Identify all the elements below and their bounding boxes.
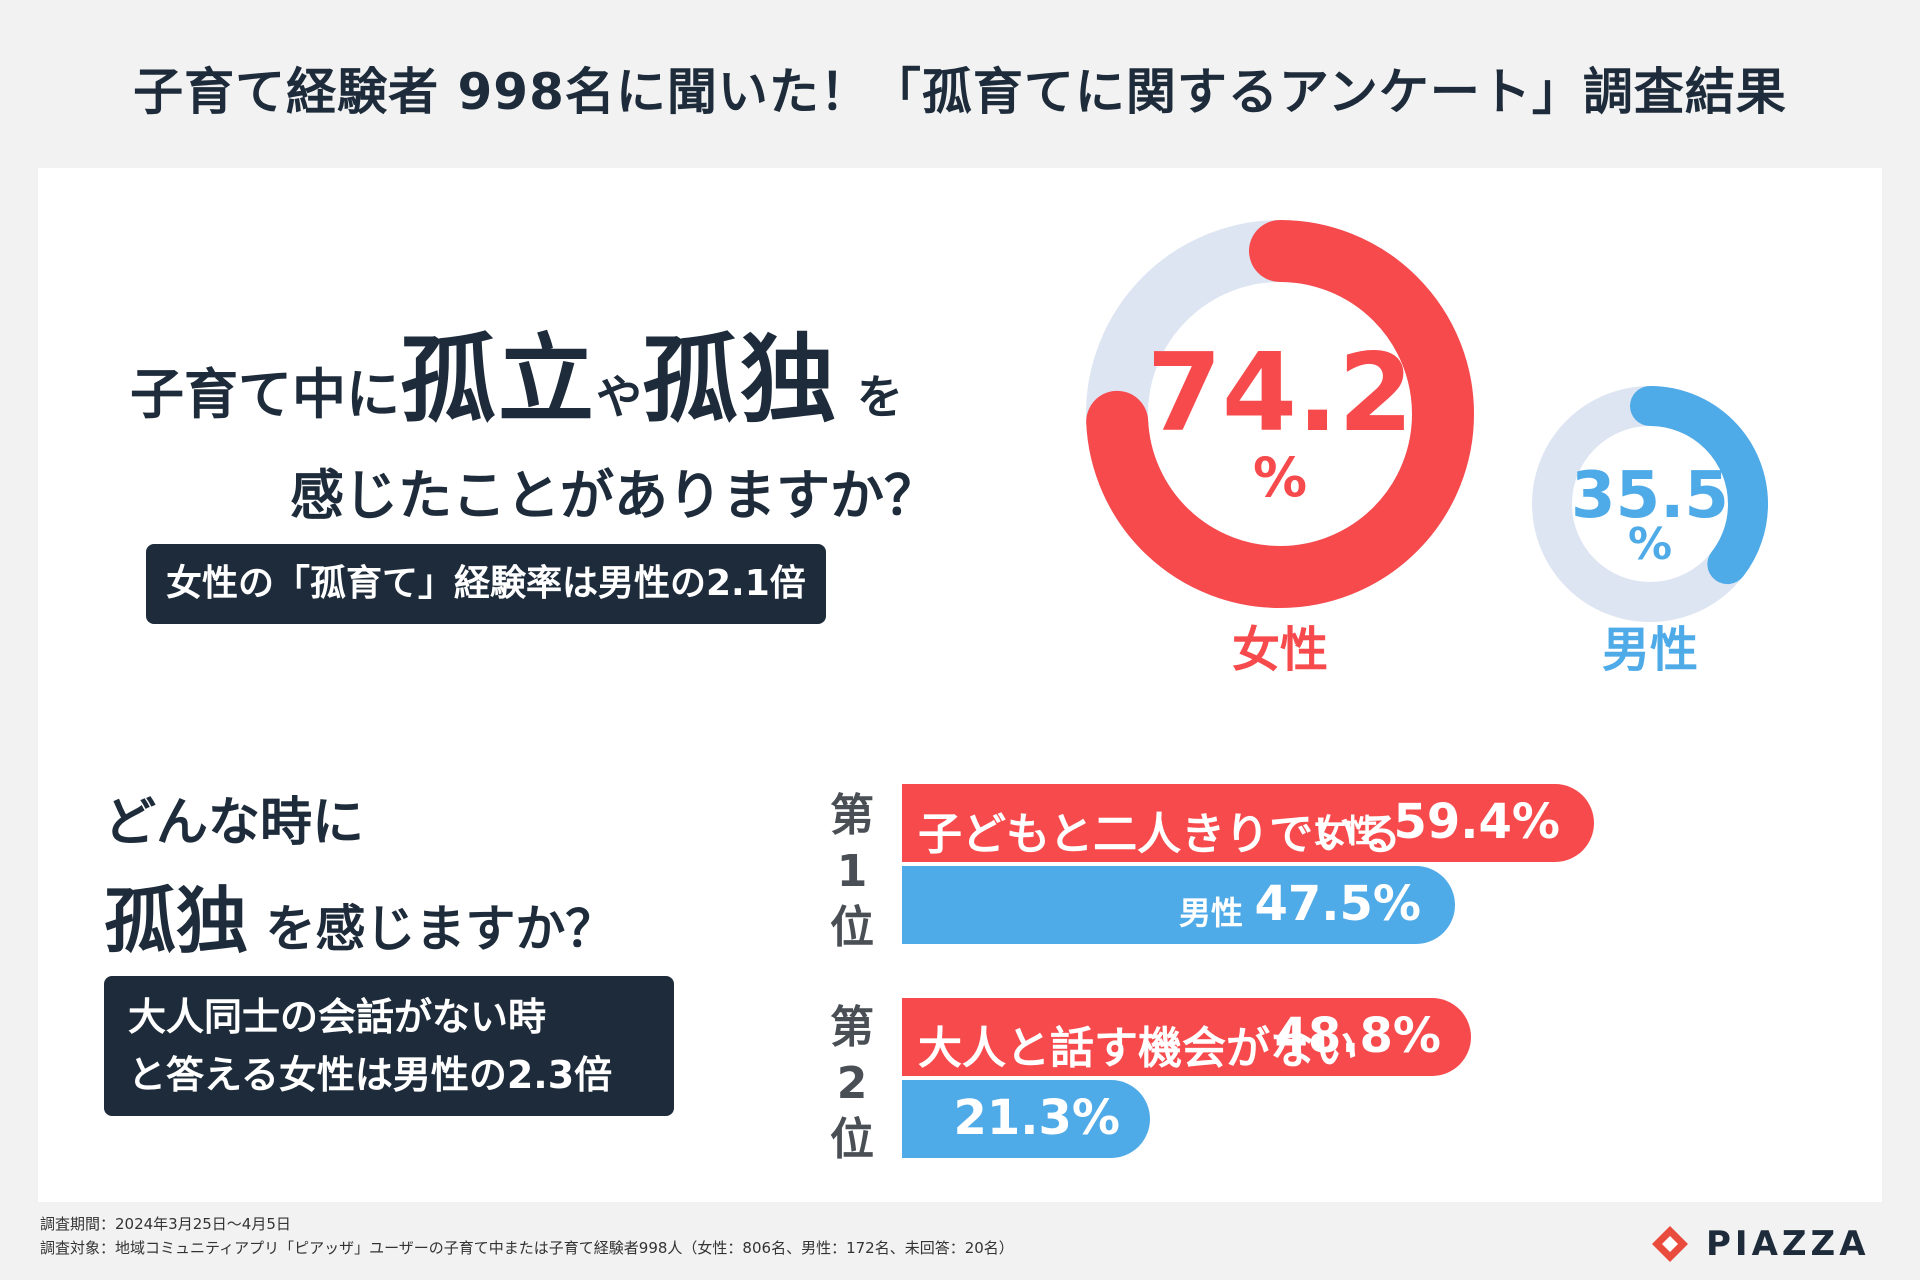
- q2-post: を感じますか？: [265, 900, 616, 958]
- page-title: 子育て経験者 998名に聞いた！「孤育てに関するアンケート」調査結果: [133, 63, 1787, 121]
- bar-rank1-male: 男性 47.5%: [902, 866, 1455, 944]
- bar-rank2-female-value: 48.8%: [1274, 1008, 1441, 1064]
- bar-rank1-male-value: 47.5%: [1254, 876, 1421, 932]
- bar-rank2-male: 21.3%: [902, 1080, 1150, 1158]
- bar-rank2-female: 大人と話す機会がない 48.8%: [902, 998, 1471, 1076]
- q1-post: を: [856, 370, 903, 424]
- rank-1-label: 第 1 位: [830, 790, 874, 953]
- piazza-logo: PIAZZA: [1650, 1222, 1870, 1266]
- q1-word-loneliness: 孤独: [642, 324, 838, 436]
- male-unit-label: %: [1627, 519, 1673, 570]
- q1-line2: 感じたことがありますか？: [290, 464, 938, 527]
- question-2: どんな時に 孤独 を感じますか？: [104, 780, 615, 984]
- survey-period: 調査期間：2024年3月25日〜4月5日: [40, 1215, 291, 1233]
- bar-rank1-female-sex: 女性: [1313, 812, 1378, 850]
- q2-note: 大人同士の会話がない時 と答える女性は男性の2.3倍: [104, 976, 674, 1116]
- female-unit-label: %: [1252, 446, 1308, 509]
- female-value-label: 74.2: [1146, 331, 1414, 456]
- bar-rank1-male-sex: 男性: [1178, 894, 1243, 932]
- bar-rank1-female-value: 59.4%: [1393, 794, 1560, 850]
- male-series-name: 男性: [1601, 622, 1698, 678]
- survey-target: 調査対象：地域コミュニティアプリ「ピアッザ」ユーザーの子育て中または子育て経験者…: [40, 1239, 1014, 1257]
- donut-male-arc: [1532, 386, 1768, 622]
- q1-note: 女性の「孤育て」経験率は男性の2.1倍: [146, 544, 826, 624]
- question-1: 子育て中に孤立や孤独 を 感じたことがありますか？: [130, 320, 980, 530]
- q2-word-loneliness: 孤独: [104, 879, 249, 963]
- donut-male: [1532, 386, 1768, 622]
- piazza-logo-text: PIAZZA: [1706, 1224, 1870, 1264]
- bar-rank1-category: 子どもと二人きりでいる: [918, 809, 1402, 860]
- q2-note-line1: 大人同士の会話がない時: [128, 995, 547, 1039]
- q1-word-isolation: 孤立: [400, 324, 596, 436]
- q2-note-line2: と答える女性は男性の2.3倍: [128, 1053, 613, 1097]
- bar-rank2-category: 大人と話す機会がない: [918, 1023, 1358, 1074]
- donut-female: [1086, 220, 1474, 608]
- bar-rank1-female: 子どもと二人きりでいる 女性 59.4%: [902, 784, 1594, 862]
- female-series-name: 女性: [1231, 622, 1328, 678]
- q2-line1: どんな時に: [104, 793, 365, 853]
- q1-pre: 子育て中に: [130, 363, 400, 426]
- piazza-logo-icon: [1652, 1226, 1688, 1262]
- bar-rank2-male-value: 21.3%: [953, 1090, 1120, 1146]
- rank-2-label: 第 2 位: [830, 1002, 874, 1165]
- male-value-label: 35.5: [1571, 459, 1729, 533]
- survey-footer: 調査期間：2024年3月25日〜4月5日 調査対象：地域コミュニティアプリ「ピア…: [40, 1212, 1014, 1260]
- q1-mid: や: [596, 370, 642, 424]
- donut-female-arc: [1086, 220, 1474, 608]
